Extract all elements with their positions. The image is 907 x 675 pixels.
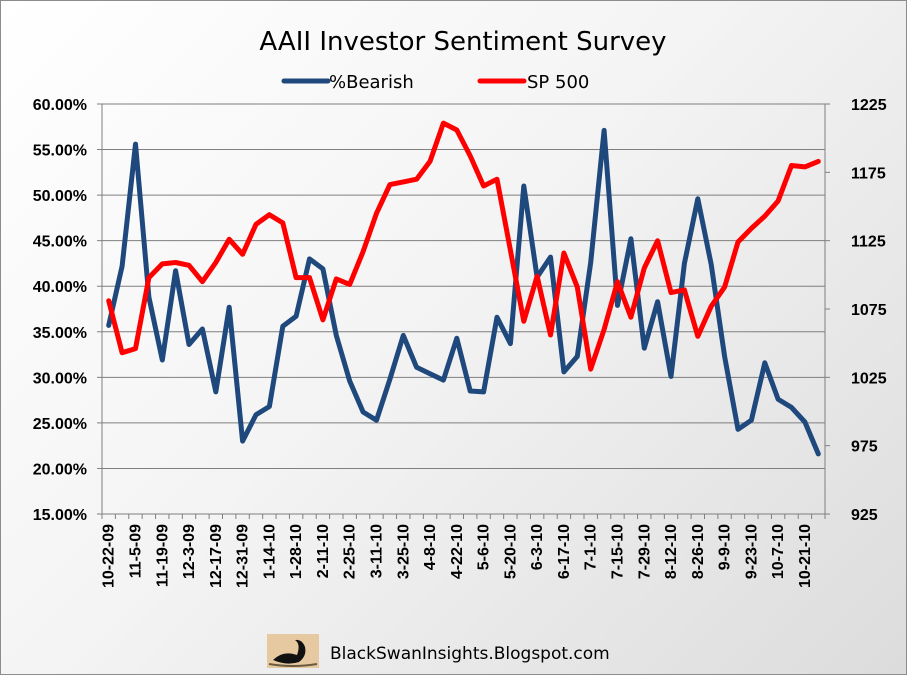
y-left-tick-label: 20.00% bbox=[33, 461, 87, 478]
x-tick-label: 9-23-10 bbox=[743, 524, 760, 579]
y-axis-left: 60.00% 55.00% 50.00% 45.00% 40.00% 35.00% 30.0… bbox=[33, 97, 102, 524]
x-tick-label: 12-31-09 bbox=[235, 524, 252, 588]
y-right-tick-label: 925 bbox=[851, 507, 878, 524]
y-left-tick-label: 55.00% bbox=[33, 143, 87, 160]
x-tick-label: 7-29-10 bbox=[636, 524, 653, 579]
x-tick-label: 5-6-10 bbox=[476, 524, 493, 570]
x-tick-label: 12-3-09 bbox=[181, 524, 198, 579]
x-tick-label: 9-9-10 bbox=[717, 524, 734, 570]
black-swan-logo bbox=[267, 634, 319, 668]
x-tick-label: 1-28-10 bbox=[288, 524, 305, 579]
series-line-bearish bbox=[106, 127, 821, 457]
y-right-tick-label: 975 bbox=[851, 439, 878, 456]
y-left-tick-label: 30.00% bbox=[33, 370, 87, 387]
series-lines bbox=[106, 120, 821, 457]
x-tick-label: 10-7-10 bbox=[770, 524, 787, 579]
x-tick-label: 12-17-09 bbox=[208, 524, 225, 588]
swan-icon bbox=[273, 639, 306, 664]
water-icon bbox=[268, 663, 318, 667]
x-tick-label: 2-11-10 bbox=[315, 524, 332, 578]
y-left-tick-label: 45.00% bbox=[33, 234, 87, 251]
footer-text: BlackSwanInsights.Blogspot.com bbox=[330, 644, 610, 664]
legend-label-sp500: SP 500 bbox=[527, 72, 589, 93]
x-tick-label: 11-19-09 bbox=[154, 524, 171, 587]
y-left-tick-label: 60.00% bbox=[33, 97, 87, 114]
x-tick-label: 2-25-10 bbox=[342, 524, 359, 579]
y-right-tick-label: 1225 bbox=[851, 97, 887, 114]
y-right-tick-label: 1175 bbox=[851, 165, 886, 182]
x-tick-label: 5-20-10 bbox=[502, 524, 519, 579]
x-tick-label: 8-12-10 bbox=[663, 524, 680, 579]
y-right-tick-label: 1025 bbox=[851, 370, 887, 387]
x-axis-labels: 10-22-09 11-5-09 11-19-09 12-3-09 12-17-09 12… bbox=[101, 524, 814, 588]
x-tick-label: 1-14-10 bbox=[261, 524, 278, 579]
x-tick-label: 7-15-10 bbox=[609, 524, 626, 579]
x-tick-label: 3-11-10 bbox=[368, 524, 385, 578]
x-axis-ticks bbox=[101, 514, 826, 519]
x-tick-label: 4-22-10 bbox=[449, 524, 466, 579]
x-tick-label: 11-5-09 bbox=[127, 524, 144, 578]
legend-label-bearish: %Bearish bbox=[329, 72, 414, 93]
x-tick-label: 4-8-10 bbox=[422, 524, 439, 570]
x-tick-label: 10-21-10 bbox=[797, 524, 814, 588]
x-tick-label: 6-3-10 bbox=[529, 524, 546, 570]
legend: %Bearish SP 500 bbox=[281, 72, 589, 93]
x-tick-label: 6-17-10 bbox=[556, 524, 573, 579]
x-tick-label: 8-26-10 bbox=[690, 524, 707, 579]
y-right-tick-label: 1075 bbox=[851, 302, 887, 319]
x-tick-label: 3-25-10 bbox=[395, 524, 412, 579]
x-tick-label: 7-1-10 bbox=[583, 524, 600, 570]
y-right-tick-label: 1125 bbox=[851, 234, 886, 251]
series-line-sp500 bbox=[106, 120, 821, 372]
x-tick-label: 10-22-09 bbox=[101, 524, 118, 588]
y-left-tick-label: 40.00% bbox=[33, 279, 87, 296]
y-axis-right: 1225 1175 1125 1075 1025 975 925 bbox=[825, 97, 887, 524]
y-left-tick-label: 35.00% bbox=[33, 325, 87, 342]
y-left-tick-label: 25.00% bbox=[33, 416, 87, 433]
y-left-tick-label: 15.00% bbox=[33, 507, 87, 524]
chart-title: AAII Investor Sentiment Survey bbox=[259, 27, 666, 57]
y-left-tick-label: 50.00% bbox=[33, 188, 87, 205]
